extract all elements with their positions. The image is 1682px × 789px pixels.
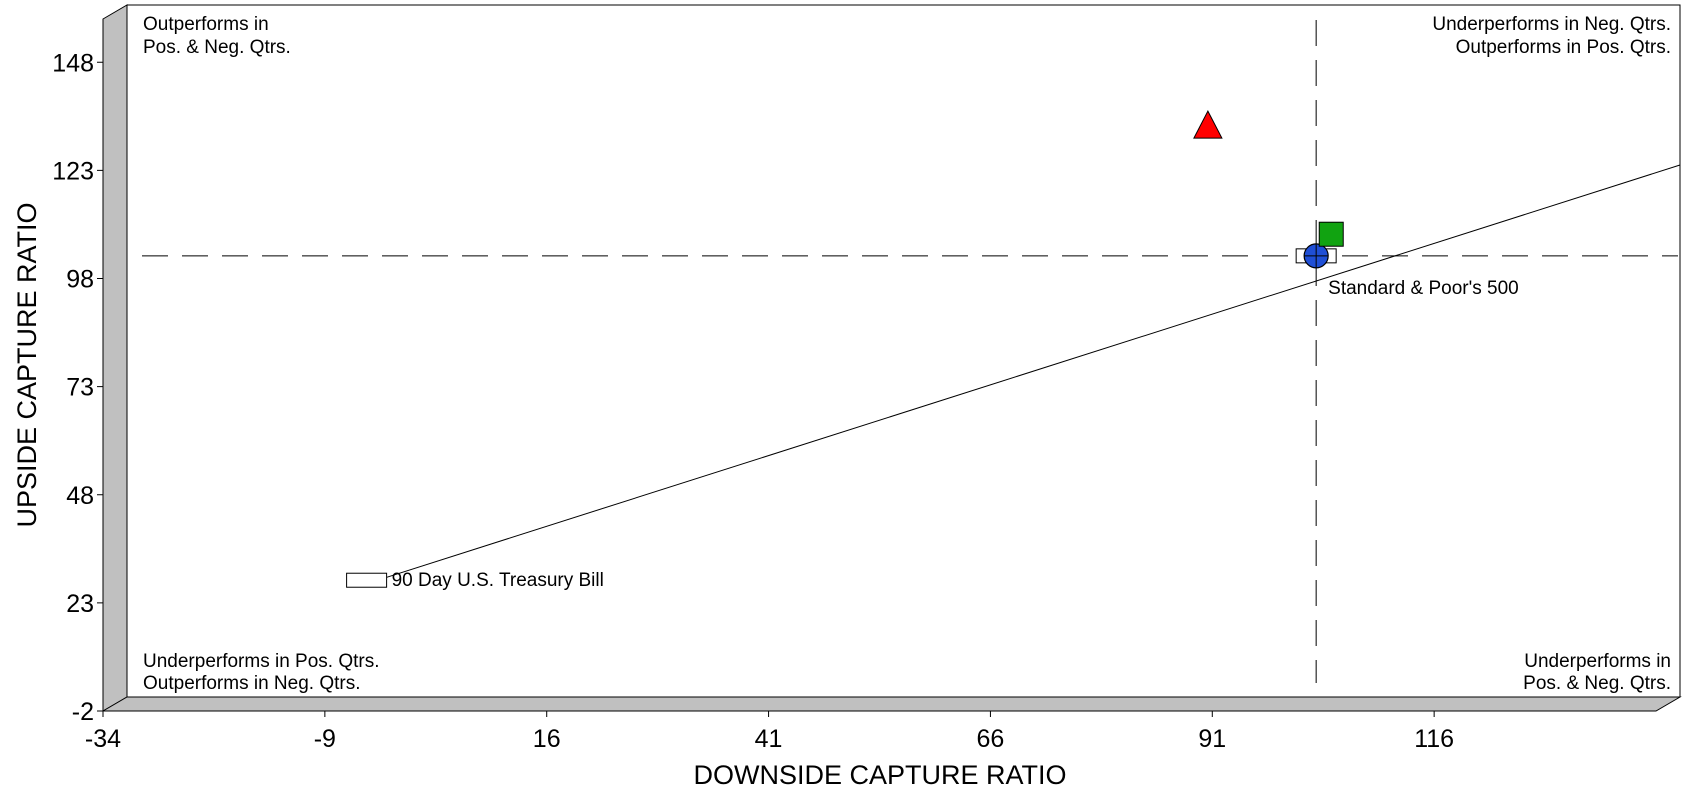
y-tick-label: 148 <box>52 49 94 77</box>
y-tick-label: 73 <box>66 374 94 402</box>
quadrant-top-left-line1: Outperforms in <box>143 14 269 35</box>
y-tick-label: -2 <box>72 698 94 726</box>
benchmark-marker-0 <box>346 572 388 588</box>
quadrant-top-right-line2: Outperforms in Pos. Qtrs. <box>1456 37 1671 58</box>
x-tick-label: -34 <box>85 725 121 753</box>
square-marker-3 <box>1318 221 1344 247</box>
y-tick-label: 123 <box>52 157 94 185</box>
x-tick-label: -9 <box>314 725 336 753</box>
triangle-marker-4 <box>1193 110 1223 139</box>
regression-line-segment <box>384 164 1681 579</box>
quadrant-bottom-left-line1: Underperforms in Pos. Qtrs. <box>143 651 380 672</box>
y-tick-label: 23 <box>66 590 94 618</box>
quadrant-top-right-line1: Underperforms in Neg. Qtrs. <box>1432 14 1671 35</box>
x-axis-title: DOWNSIDE CAPTURE RATIO <box>693 760 1066 789</box>
x-tick-label: 16 <box>533 725 561 753</box>
y-tick-label: 98 <box>66 266 94 294</box>
x-tick-label: 41 <box>755 725 783 753</box>
x-tick-label: 91 <box>1198 725 1226 753</box>
quadrant-top-left-line2: Pos. & Neg. Qtrs. <box>143 37 291 58</box>
x-tick-label: 116 <box>1414 725 1454 753</box>
quadrant-bottom-right-line2: Pos. & Neg. Qtrs. <box>1523 673 1671 694</box>
reference-lines <box>142 20 1678 683</box>
floor <box>101 696 1682 712</box>
point-label: 90 Day U.S. Treasury Bill <box>392 570 604 591</box>
quadrant-bottom-left-line2: Outperforms in Neg. Qtrs. <box>143 673 361 694</box>
y-tick-label: 48 <box>66 482 94 510</box>
regression-line <box>384 164 1681 579</box>
point-label: Standard & Poor's 500 <box>1328 278 1519 299</box>
plot-area <box>126 4 1681 698</box>
y-axis-title: UPSIDE CAPTURE RATIO <box>12 202 42 527</box>
y-axis-ticks: -2 23 48 73 98 123 148 <box>52 49 103 726</box>
quadrant-bottom-right-line1: Underperforms in <box>1524 651 1671 672</box>
data-points: 90 Day U.S. Treasury Bill Standard & Poor… <box>346 110 1519 591</box>
x-axis-ticks: -34 -9 16 41 66 91 116 <box>85 711 1454 753</box>
left-wall <box>102 4 128 712</box>
x-tick-label: 66 <box>977 725 1005 753</box>
